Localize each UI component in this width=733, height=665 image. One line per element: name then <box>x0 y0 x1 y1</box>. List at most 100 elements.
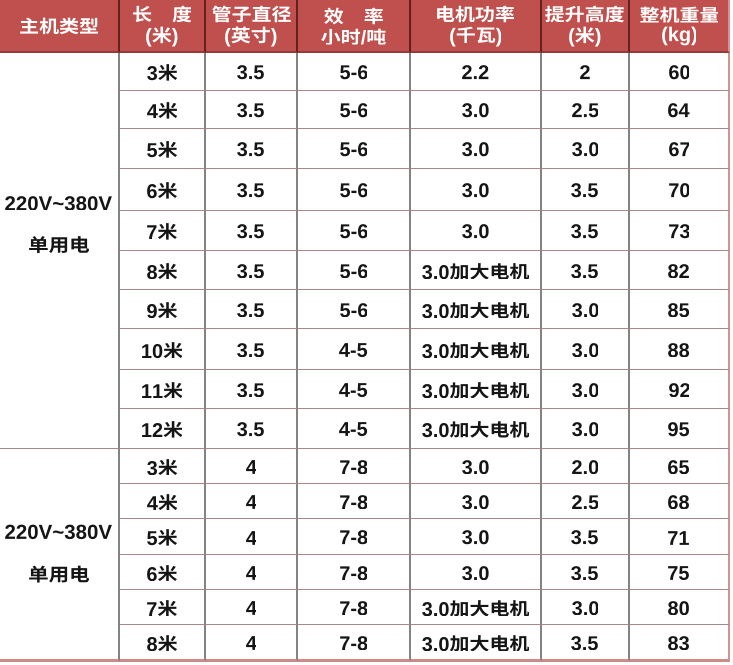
cell-g2-row5-lift-height <box>542 590 630 625</box>
cell-g1-row10-efficiency <box>298 409 411 449</box>
cell-g2-row4-pipe-diameter <box>206 555 298 590</box>
value-g2-row1-efficiency <box>339 459 368 475</box>
cell-g1-row5-efficiency <box>298 211 411 251</box>
header-weight-line2 <box>661 27 697 46</box>
value-g2-row1-pipe-diameter <box>245 460 257 474</box>
cell-g1-row10-length <box>120 409 206 449</box>
cell-g1-row7-efficiency <box>298 290 411 329</box>
cell-g2-row3-weight <box>630 519 730 555</box>
group-2-label <box>5 524 113 583</box>
group-2-voltage <box>5 524 113 540</box>
cell-g1-row3-efficiency <box>298 129 411 169</box>
cell-g2-row1-pipe-diameter <box>206 449 298 484</box>
cell-g1-row4-lift-height <box>542 169 630 211</box>
cell-g1-row9-pipe-diameter <box>206 370 298 409</box>
cell-g1-row1-length <box>120 53 206 91</box>
value-g2-row4-efficiency <box>339 565 368 581</box>
group-1-power-mode <box>28 236 89 254</box>
cell-g1-row5-pipe-diameter <box>206 211 298 251</box>
cell-g2-row4-motor-power <box>411 555 542 590</box>
value-g1-row3-lift-height <box>571 142 599 157</box>
cell-g1-row4-pipe-diameter <box>206 169 298 211</box>
cell-g2-row6-length <box>120 625 206 662</box>
cell-g1-row8-weight <box>630 329 730 370</box>
value-g1-row7-efficiency <box>339 302 368 318</box>
value-g1-row7-pipe-diameter <box>237 302 265 318</box>
value-g1-row10-pipe-diameter <box>237 422 265 437</box>
cell-g1-row7-motor-power <box>411 290 542 329</box>
value-g1-row2-efficiency <box>339 103 368 118</box>
cell-g2-row5-weight <box>630 590 730 625</box>
value-g1-row3-motor-power <box>462 142 489 157</box>
value-g1-row8-motor-power <box>421 341 529 359</box>
cell-g1-row3-length <box>120 129 206 169</box>
value-g1-row4-weight <box>668 183 690 198</box>
value-g1-row8-weight <box>668 342 690 358</box>
cell-g1-row7-lift-height <box>542 290 630 329</box>
cell-g2-row5-length <box>120 590 206 625</box>
cell-g2-row1-motor-power <box>411 449 542 484</box>
value-g1-row3-length <box>146 141 178 158</box>
value-g2-row1-weight <box>668 459 690 475</box>
value-g1-row8-efficiency <box>339 343 368 357</box>
value-g1-row9-efficiency <box>339 383 368 397</box>
value-g2-row5-motor-power <box>421 599 529 617</box>
cell-g1-row2-efficiency <box>298 91 411 129</box>
value-g2-row1-lift-height <box>571 459 599 475</box>
value-g1-row5-efficiency <box>339 224 368 239</box>
value-g1-row6-weight <box>668 263 690 279</box>
value-g1-row3-weight <box>668 142 690 157</box>
value-g1-row5-length <box>147 223 177 240</box>
cell-g1-row6-weight <box>630 251 730 290</box>
cell-g2-row4-lift-height <box>542 555 630 590</box>
value-g1-row4-lift-height <box>571 183 599 198</box>
value-g1-row1-weight <box>668 65 690 80</box>
group-2-power-mode <box>28 565 89 583</box>
header-length-line2 <box>146 26 178 47</box>
cell-g1-row6-lift-height <box>542 251 630 290</box>
cell-g2-row1-length <box>120 449 206 484</box>
value-g2-row3-lift-height <box>571 530 599 545</box>
value-g1-row4-motor-power <box>462 183 489 198</box>
header-pipe-diameter-line2 <box>225 26 277 47</box>
value-g1-row10-lift-height <box>571 422 599 437</box>
value-g1-row9-weight <box>668 382 690 398</box>
value-g2-row6-pipe-diameter <box>245 636 257 650</box>
value-g1-row1-length <box>146 64 178 81</box>
cell-g1-row8-length <box>120 329 206 370</box>
value-g1-row3-pipe-diameter <box>237 142 265 157</box>
cell-g1-row2-length <box>120 91 206 129</box>
cell-g1-row2-motor-power <box>411 91 542 129</box>
value-g1-row1-efficiency <box>339 65 368 80</box>
header-efficiency-line2 <box>321 28 386 45</box>
value-g1-row2-pipe-diameter <box>237 103 265 118</box>
cell-g1-row10-weight <box>630 409 730 449</box>
cell-g2-row2-motor-power <box>411 484 542 519</box>
cell-g1-row6-efficiency <box>298 251 411 290</box>
value-g1-row9-length <box>141 381 183 399</box>
cell-g1-row9-motor-power <box>411 370 542 409</box>
cell-g2-row3-length <box>120 519 206 555</box>
cell-g1-row8-motor-power <box>411 329 542 370</box>
header-efficiency <box>298 0 411 53</box>
value-g2-row6-lift-height <box>571 635 599 651</box>
group-1-label <box>5 195 113 254</box>
value-g2-row6-weight <box>668 635 690 651</box>
cell-g2-row3-lift-height <box>542 519 630 555</box>
value-g2-row2-pipe-diameter <box>245 495 257 509</box>
cell-g1-row8-efficiency <box>298 329 411 370</box>
header-lift-height <box>542 0 630 53</box>
value-g1-row6-lift-height <box>571 263 599 279</box>
header-efficiency-line1 <box>324 7 383 24</box>
cell-g2-row2-pipe-diameter <box>206 484 298 519</box>
cell-g2-row6-motor-power <box>411 625 542 662</box>
value-g1-row10-motor-power <box>421 421 529 438</box>
cell-g2-row5-pipe-diameter <box>206 590 298 625</box>
cell-g1-row4-length <box>120 169 206 211</box>
value-g2-row4-lift-height <box>571 565 599 581</box>
value-g1-row9-lift-height <box>571 382 599 398</box>
value-g2-row1-length <box>146 458 178 476</box>
cell-g1-row1-motor-power <box>411 53 542 91</box>
cell-g2-row3-pipe-diameter <box>206 519 298 555</box>
cell-g1-row6-pipe-diameter <box>206 251 298 290</box>
